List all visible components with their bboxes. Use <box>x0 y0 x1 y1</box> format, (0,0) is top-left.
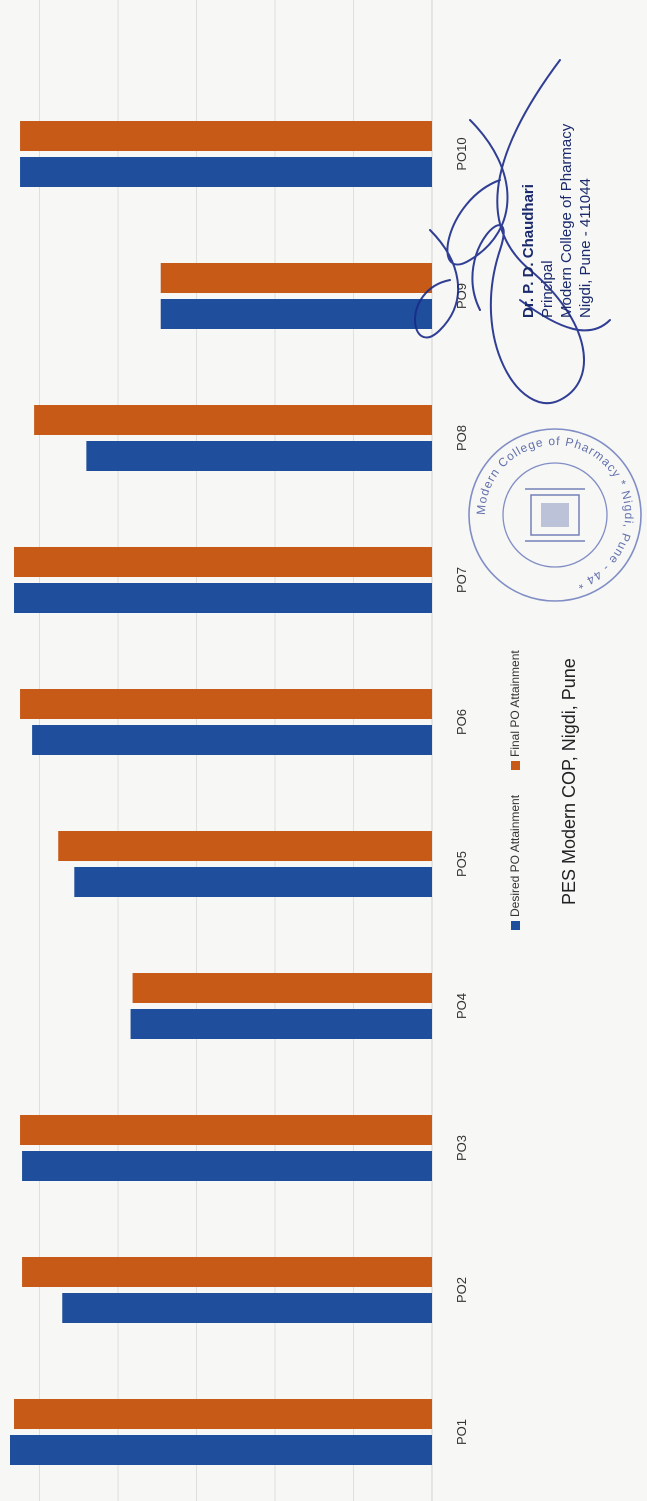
tick-label-po3: PO3 <box>454 1135 469 1161</box>
bar-desired-po7 <box>14 583 433 613</box>
bar-desired-po5 <box>74 867 433 897</box>
tick-label-po7: PO7 <box>454 567 469 593</box>
signature-college: Modern College of Pharmacy <box>558 123 575 318</box>
tick-label-po5: PO5 <box>454 851 469 877</box>
tick-label-po4: PO4 <box>454 993 469 1019</box>
bar-final-po5 <box>58 831 432 861</box>
bar-final-po7 <box>14 547 433 577</box>
tick-label-po6: PO6 <box>454 709 469 735</box>
signature-address: Nigdi, Pune - 411044 <box>577 178 594 318</box>
seal-outer-ring <box>468 428 642 602</box>
seal-emblem <box>525 488 585 542</box>
tick-label-po8: PO8 <box>454 425 469 451</box>
bar-desired-po1 <box>10 1435 432 1465</box>
bar-desired-po2 <box>62 1293 432 1323</box>
legend-swatch-final <box>511 761 520 770</box>
bar-desired-po8 <box>86 441 432 471</box>
bar-final-po9 <box>160 263 432 293</box>
legend-label-desired: Desired PO Attainment <box>508 794 522 917</box>
signature-scribble <box>414 59 611 404</box>
bar-final-po10 <box>20 121 433 151</box>
bars <box>10 121 433 1465</box>
legend-label-final: Final PO Attainment <box>508 650 522 757</box>
bar-desired-po9 <box>160 299 432 329</box>
bar-final-po2 <box>22 1257 433 1287</box>
tick-label-po2: PO2 <box>454 1277 469 1303</box>
signature-block: Dr. P. D. Chaudhari Principal Modern Col… <box>520 123 594 318</box>
bar-desired-po3 <box>22 1151 433 1181</box>
tick-label-po1: PO1 <box>454 1419 469 1445</box>
bar-final-po8 <box>34 405 432 435</box>
bar-desired-po10 <box>20 157 433 187</box>
seal-inner-ring <box>502 462 608 568</box>
signature-name: Dr. P. D. Chaudhari <box>520 184 537 318</box>
bar-final-po4 <box>132 973 433 1003</box>
legend-swatch-desired <box>511 921 520 930</box>
chart-caption: PES Modern COP, Nigdi, Pune <box>559 658 579 905</box>
tick-label-po10: PO10 <box>454 137 469 170</box>
bar-desired-po6 <box>32 725 432 755</box>
legend: Desired PO Attainment Final PO Attainmen… <box>508 650 522 930</box>
college-seal: Modern College of Pharmacy * Nigdi, Pune… <box>468 428 642 602</box>
bar-desired-po4 <box>130 1009 433 1039</box>
bar-final-po1 <box>14 1399 433 1429</box>
bar-final-po3 <box>20 1115 433 1145</box>
bar-final-po6 <box>20 689 433 719</box>
signature-title: Principal <box>539 260 556 318</box>
